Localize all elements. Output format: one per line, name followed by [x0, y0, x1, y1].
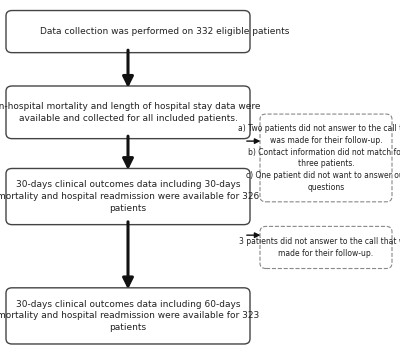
- FancyBboxPatch shape: [6, 288, 250, 344]
- Text: 30-days clinical outcomes data including 60-days
mortality and hospital readmiss: 30-days clinical outcomes data including…: [0, 300, 259, 332]
- FancyBboxPatch shape: [6, 11, 250, 53]
- FancyBboxPatch shape: [6, 168, 250, 225]
- FancyBboxPatch shape: [260, 226, 392, 269]
- Text: Data collection was performed on 332 eligible patients: Data collection was performed on 332 eli…: [40, 27, 289, 36]
- Text: a) Two patients did not answer to the call that
was made for their follow-up.
b): a) Two patients did not answer to the ca…: [238, 124, 400, 192]
- Text: 30-days clinical outcomes data including 30-days
mortality and hospital readmiss: 30-days clinical outcomes data including…: [0, 180, 259, 213]
- FancyBboxPatch shape: [6, 86, 250, 139]
- Text: 3 patients did not answer to the call that was
made for their follow-up.: 3 patients did not answer to the call th…: [238, 237, 400, 258]
- Text: In-hospital mortality and length of hospital stay data were
available and collec: In-hospital mortality and length of hosp…: [0, 102, 260, 123]
- FancyBboxPatch shape: [260, 114, 392, 202]
